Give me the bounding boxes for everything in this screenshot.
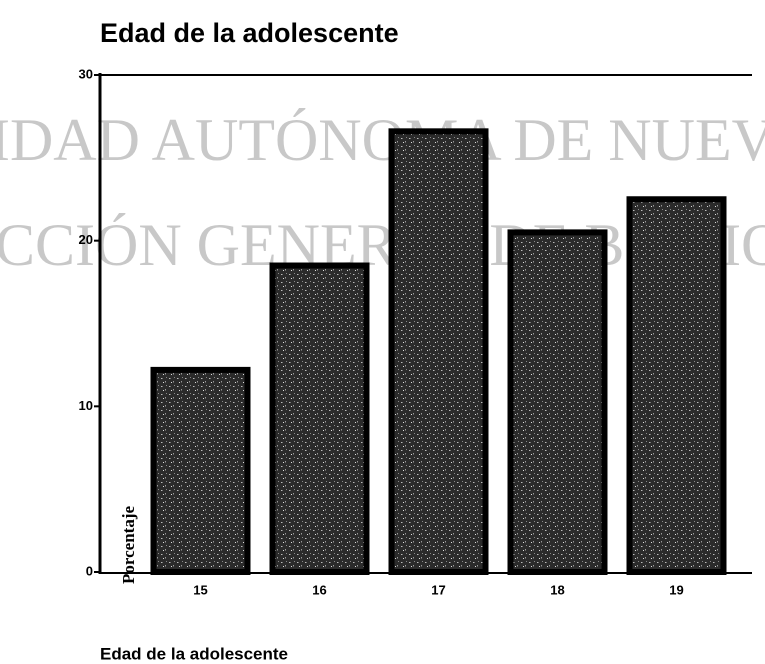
bar <box>388 128 489 575</box>
watermark: IDAD AUTÓNOMA DE NUEVO <box>0 107 765 173</box>
x-tick-label: 17 <box>431 582 445 597</box>
y-tick-label: 20 <box>79 232 93 247</box>
x-tick-label: 19 <box>669 582 683 597</box>
y-tick-label: 10 <box>79 398 93 413</box>
bar <box>507 229 608 575</box>
y-tick-label: 30 <box>79 66 93 81</box>
y-tick-label: 0 <box>86 563 93 578</box>
bar <box>269 262 370 575</box>
chart-title: Edad de la adolescente <box>100 18 399 48</box>
y-axis-label: Porcentaje <box>119 506 138 584</box>
bar <box>150 366 251 575</box>
x-tick-label: 18 <box>550 582 564 597</box>
x-tick-label: 16 <box>312 582 326 597</box>
x-axis-label: Edad de la adolescente <box>100 644 288 663</box>
x-tick-label: 15 <box>193 582 207 597</box>
bar <box>626 196 727 575</box>
